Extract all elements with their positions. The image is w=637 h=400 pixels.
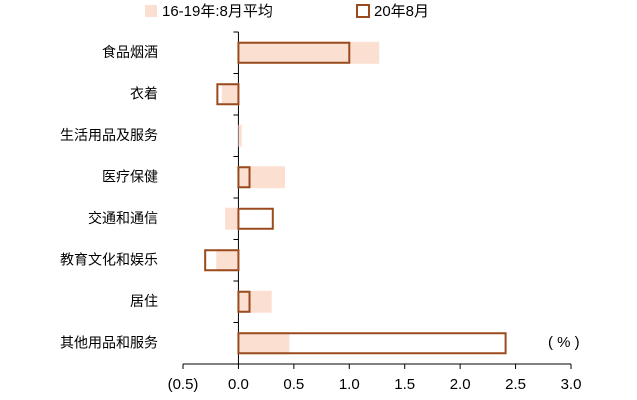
bar: [237, 207, 274, 230]
bar: [237, 41, 351, 64]
bar: [238, 290, 272, 313]
bar: [204, 249, 240, 272]
y-tick-label: 衣着: [130, 86, 158, 102]
x-tick-label: 1.0: [339, 376, 360, 393]
bar: [225, 207, 239, 230]
x-tick-label: 2.0: [450, 376, 471, 393]
bar: [238, 41, 380, 64]
legend-swatch: [356, 4, 370, 18]
bar: [216, 249, 239, 272]
x-tick-label: 3.0: [561, 376, 582, 393]
y-tick-label: 教育文化和娱乐: [60, 252, 158, 268]
y-tick-label: 生活用品及服务: [60, 128, 158, 144]
y-tick-label: 居住: [130, 294, 158, 310]
y-tick-label: 交通和通信: [88, 210, 158, 227]
bar: [237, 332, 507, 355]
legend-label: 20年8月: [374, 3, 429, 20]
y-tick-label: 食品烟酒: [102, 44, 158, 61]
bar: [237, 166, 251, 189]
bar: [238, 124, 242, 147]
x-tick-label: (0.5): [168, 376, 199, 393]
bar: [221, 83, 239, 106]
x-tick-label: 0.0: [228, 376, 249, 393]
unit-label: ( % ): [548, 334, 580, 351]
y-tick-label: 其他用品和服务: [60, 335, 158, 351]
bar: [237, 290, 251, 313]
legend-label: 16-19年:8月平均: [162, 3, 273, 20]
legend-swatch: [145, 5, 157, 17]
bar: [216, 83, 240, 106]
x-tick-label: 0.5: [283, 376, 304, 393]
y-tick-label: 医疗保健: [102, 169, 158, 185]
x-tick-label: 2.5: [505, 376, 526, 393]
bar: [238, 332, 290, 355]
x-tick-label: 1.5: [394, 376, 415, 393]
bar: [238, 166, 285, 189]
